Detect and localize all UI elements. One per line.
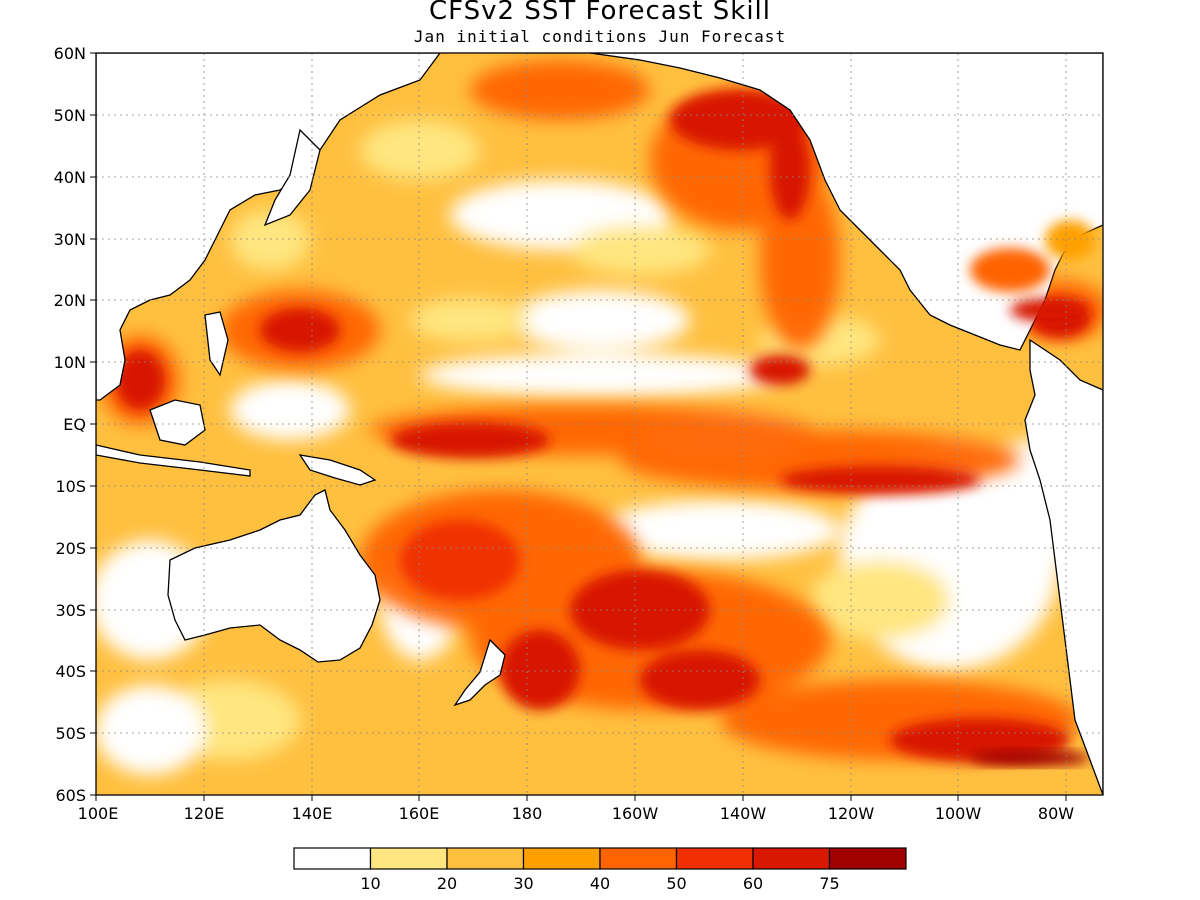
legend-swatch bbox=[446, 847, 525, 870]
legend-label: 40 bbox=[590, 874, 610, 893]
legend-swatch bbox=[675, 847, 754, 870]
lat-label: 10N bbox=[54, 353, 86, 372]
lon-label: 120E bbox=[184, 804, 225, 823]
lat-label: 40S bbox=[55, 662, 86, 681]
lon-label: 160E bbox=[399, 804, 440, 823]
map-grid bbox=[96, 53, 1103, 795]
lat-axis: 60N 50N 40N 30N 20N 10N EQ 10S 20S 30S 4… bbox=[54, 44, 86, 805]
lon-label: 160W bbox=[612, 804, 659, 823]
lat-label: 60S bbox=[55, 786, 86, 805]
lat-label: 50N bbox=[54, 106, 86, 125]
lon-label: 120W bbox=[828, 804, 875, 823]
legend-swatch bbox=[828, 847, 907, 870]
legend-label: 75 bbox=[819, 874, 839, 893]
lat-label: 20S bbox=[55, 539, 86, 558]
lat-label: 50S bbox=[55, 724, 86, 743]
legend-label: 30 bbox=[513, 874, 533, 893]
lon-label: 100W bbox=[935, 804, 982, 823]
lat-label: 30N bbox=[54, 230, 86, 249]
lon-label: 80W bbox=[1038, 804, 1074, 823]
lat-label: 60N bbox=[54, 44, 86, 63]
lon-axis: 100E 120E 140E 160E 180 160W 140W 120W 1… bbox=[78, 804, 1075, 823]
lon-label: 140E bbox=[292, 804, 333, 823]
legend-swatch bbox=[752, 847, 831, 870]
lon-label: 180 bbox=[512, 804, 543, 823]
legend-swatch bbox=[369, 847, 448, 870]
legend-swatch bbox=[599, 847, 678, 870]
legend-label: 60 bbox=[743, 874, 763, 893]
color-legend: 10 20 30 40 50 60 75 bbox=[293, 847, 907, 893]
lat-label: 40N bbox=[54, 168, 86, 187]
legend-label: 50 bbox=[666, 874, 686, 893]
legend-label: 20 bbox=[437, 874, 457, 893]
lon-label: 140W bbox=[720, 804, 767, 823]
lon-label: 100E bbox=[78, 804, 119, 823]
skill-field bbox=[96, 53, 1103, 795]
lat-label: EQ bbox=[63, 415, 86, 434]
lat-label: 20N bbox=[54, 291, 86, 310]
lat-label: 30S bbox=[55, 601, 86, 620]
lat-label: 10S bbox=[55, 477, 86, 496]
legend-label: 10 bbox=[360, 874, 380, 893]
map-title: CFSv2 SST Forecast Skill bbox=[428, 0, 772, 26]
legend-swatch bbox=[522, 847, 601, 870]
map-subtitle: Jan initial conditions Jun Forecast bbox=[413, 27, 787, 46]
legend-swatch bbox=[293, 847, 372, 870]
